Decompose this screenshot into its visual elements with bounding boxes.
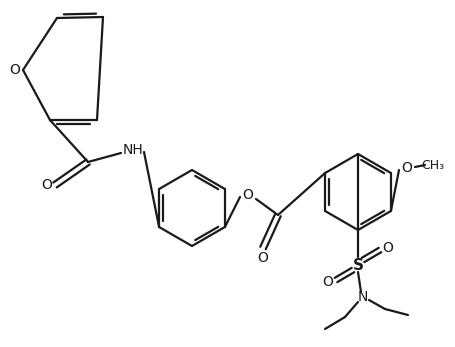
Text: O: O [10,63,20,77]
Text: O: O [243,188,253,202]
Text: O: O [383,241,394,255]
Text: O: O [258,251,268,265]
Text: NH: NH [123,143,143,157]
Text: O: O [41,178,52,192]
Text: O: O [323,275,334,289]
Text: CH₃: CH₃ [421,159,445,171]
Text: N: N [358,290,368,304]
Text: S: S [353,257,364,272]
Text: O: O [402,161,412,175]
